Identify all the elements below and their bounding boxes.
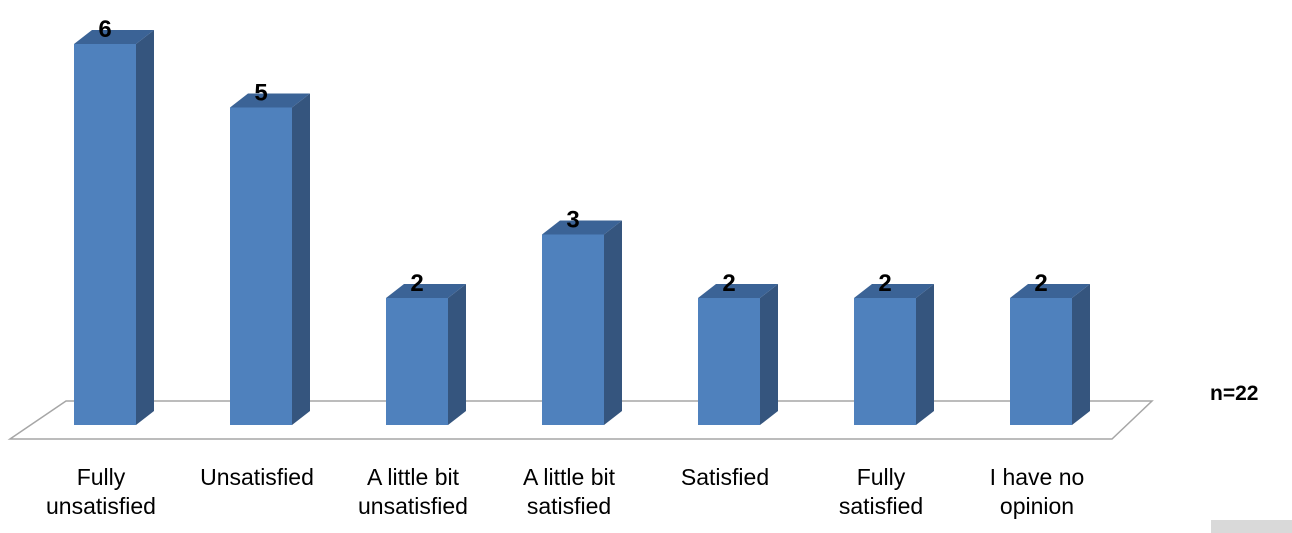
bar-front-face <box>230 107 292 425</box>
data-label: 2 <box>410 270 423 297</box>
bar-side-face <box>292 93 310 425</box>
bar <box>386 284 466 425</box>
category-label: unsatisfied <box>358 493 468 519</box>
category-label: satisfied <box>839 493 923 519</box>
category-label: Satisfied <box>681 464 769 490</box>
category-labels-group: Fully unsatisfied Unsatisfied A little bit u… <box>46 464 1084 519</box>
bar-side-face <box>448 284 466 425</box>
bar-top-face <box>1010 284 1090 298</box>
bar-top-face <box>230 93 310 108</box>
bar-side-face <box>916 284 934 425</box>
category-label: Unsatisfied <box>200 464 314 490</box>
bar-front-face <box>74 44 136 425</box>
category-label: opinion <box>1000 493 1074 519</box>
category-label: unsatisfied <box>46 493 156 519</box>
bar-side-face <box>1072 284 1090 425</box>
bar-side-face <box>760 284 778 425</box>
bar-side-face <box>136 30 154 425</box>
sample-size-note: n=22 <box>1210 382 1258 405</box>
data-label: 6 <box>98 16 111 43</box>
data-label: 3 <box>566 207 579 234</box>
bar-top-face <box>386 284 466 298</box>
bar-top-face <box>542 220 622 235</box>
bar <box>74 30 154 425</box>
category-label: satisfied <box>527 493 611 519</box>
bar-side-face <box>604 220 622 425</box>
bars-group <box>74 30 1090 425</box>
bar-front-face <box>542 234 604 425</box>
data-labels-group: 6 5 2 3 2 2 2 <box>98 16 1047 297</box>
bar <box>1010 284 1090 425</box>
category-label: A little bit <box>367 464 460 490</box>
bar <box>854 284 934 425</box>
category-label: Fully <box>77 464 126 490</box>
data-label: 2 <box>1034 270 1047 297</box>
data-label: 5 <box>254 80 267 107</box>
bar-top-face <box>854 284 934 298</box>
category-label: A little bit <box>523 464 616 490</box>
bar <box>542 220 622 425</box>
category-label: Fully <box>857 464 906 490</box>
data-label: 2 <box>722 270 735 297</box>
bar-front-face <box>698 298 760 425</box>
category-label: I have no <box>990 464 1085 490</box>
bar <box>698 284 778 425</box>
bar <box>230 93 310 425</box>
bar-front-face <box>854 298 916 425</box>
data-label: 2 <box>878 270 891 297</box>
bar-front-face <box>1010 298 1072 425</box>
bar-front-face <box>386 298 448 425</box>
corner-grey-bar <box>1211 520 1292 533</box>
bar-top-face <box>74 30 154 44</box>
bar-top-face <box>698 284 778 298</box>
